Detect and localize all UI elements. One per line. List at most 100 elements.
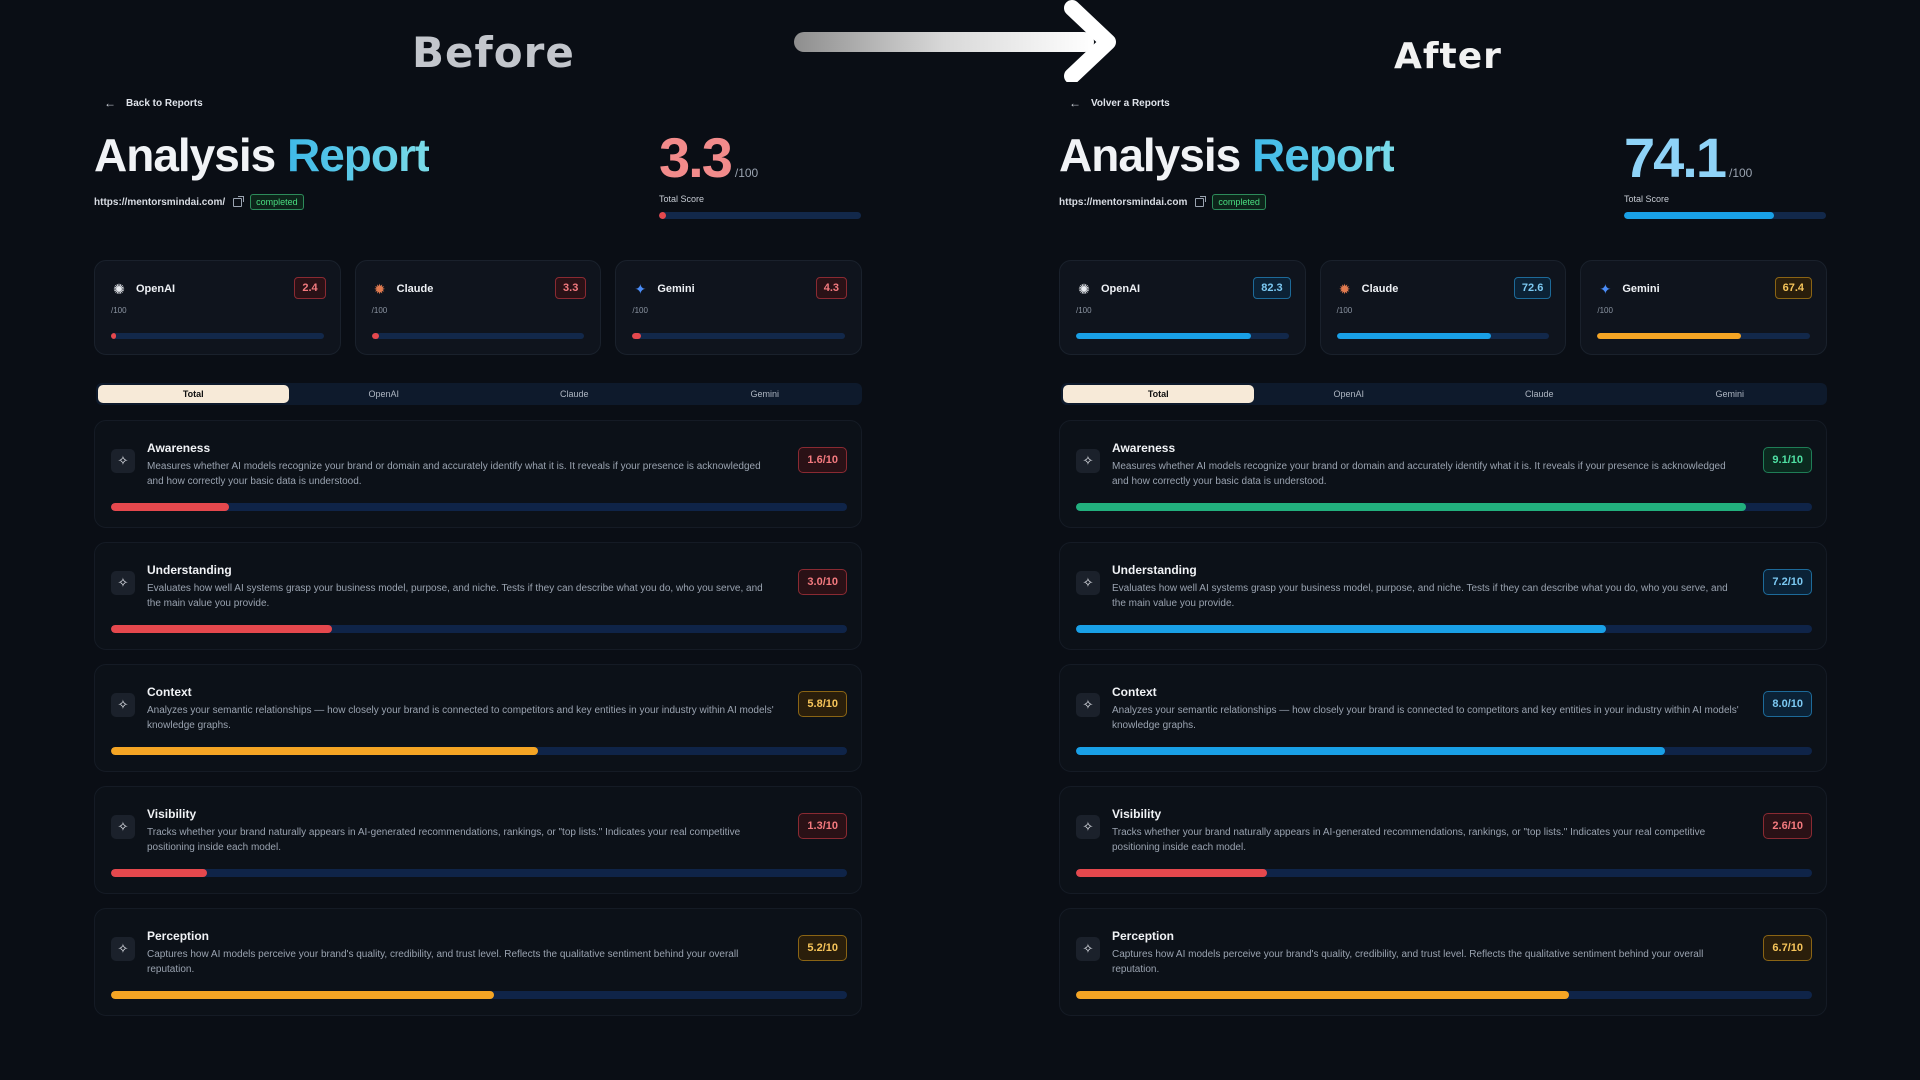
- metric-name: Understanding: [1112, 563, 1197, 577]
- external-link-icon[interactable]: [1195, 195, 1207, 207]
- metric-description: Tracks whether your brand naturally appe…: [1112, 827, 1706, 853]
- total-score: 74.1/100 Total Score: [1624, 130, 1829, 219]
- title-part-2: Report: [1252, 129, 1395, 181]
- total-score-denominator: /100: [734, 166, 759, 180]
- model-score-denominator: /100: [1597, 306, 1613, 315]
- metric-description: Measures whether AI models recognize you…: [1112, 461, 1726, 487]
- total-score-label: Total Score: [1624, 194, 1670, 204]
- sparkle-icon: ✧: [1076, 571, 1100, 595]
- external-link-icon[interactable]: [233, 195, 245, 207]
- gemini-icon: ✦: [1599, 281, 1612, 297]
- metric-score-bar-fill: [111, 747, 538, 755]
- metric-name: Awareness: [147, 441, 211, 455]
- model-score-denominator: /100: [111, 306, 127, 315]
- model-name: OpenAI: [136, 283, 176, 295]
- back-label: Volver a Reports: [1091, 97, 1170, 109]
- model-cards: ✺ OpenAI/100 82.3 ✹ Claude/100 72.6 ✦ Gemini/10…: [1059, 260, 1828, 355]
- metric-score-bar-fill: [1076, 503, 1746, 511]
- model-card-header: ✺ OpenAI: [1076, 281, 1140, 297]
- total-score-bar-fill: [659, 212, 666, 219]
- metric-description: Evaluates how well AI systems grasp your…: [1112, 583, 1728, 609]
- tab-total[interactable]: Total: [98, 385, 289, 403]
- metric-score-bar: [111, 503, 847, 511]
- tab-total[interactable]: Total: [1063, 385, 1254, 403]
- tab-openai[interactable]: OpenAI: [1333, 389, 1365, 399]
- model-card-header: ✦ Gemini: [632, 281, 694, 297]
- metric-description: Evaluates how well AI systems grasp your…: [147, 583, 763, 609]
- before-heading: Before: [412, 28, 575, 77]
- metric-card-visibility: ✧ Visibility Tracks whether your brand nat…: [94, 786, 862, 894]
- sparkle-icon: ✧: [111, 815, 135, 839]
- model-card-claude: ✹ Claude/100 3.3: [354, 260, 602, 355]
- tab-openai[interactable]: OpenAI: [368, 389, 400, 399]
- metric-card-context: ✧ Context Analyzes your semantic relations…: [1059, 664, 1827, 772]
- model-score-bar-fill: [111, 333, 117, 339]
- metric-score-bar: [1076, 503, 1812, 511]
- total-score-value: 74.1: [1624, 126, 1727, 189]
- metric-score-bar: [1076, 625, 1812, 633]
- arrow-left-icon: ←: [1069, 96, 1081, 110]
- site-url[interactable]: https://mentorsmindai.com: [1059, 196, 1188, 208]
- metric-score-bar: [111, 991, 847, 999]
- tab-gemini[interactable]: Gemini: [1715, 389, 1744, 399]
- sparkle-icon: ✧: [1076, 449, 1100, 473]
- model-name: Claude: [1361, 283, 1399, 295]
- sparkle-icon: ✧: [1076, 937, 1100, 961]
- metric-score-bar-fill: [111, 869, 207, 877]
- page-title: Analysis Report: [94, 128, 430, 182]
- metric-card-awareness: ✧ Awareness Measures whether AI models rec…: [1059, 420, 1827, 528]
- metric-score-badge: 1.6/10: [798, 447, 847, 473]
- metric-card-visibility: ✧ Visibility Tracks whether your brand nat…: [1059, 786, 1827, 894]
- openai-icon: ✺: [1078, 281, 1090, 297]
- model-score-bar: [632, 333, 846, 339]
- model-score-badge: 4.3: [815, 277, 848, 299]
- metric-description: Captures how AI models perceive your bra…: [147, 949, 739, 975]
- metric-list: ✧ Awareness Measures whether AI models rec…: [1059, 420, 1827, 1030]
- total-score: 3.3/100 Total Score: [659, 130, 864, 219]
- site-url[interactable]: https://mentorsmindai.com/: [94, 196, 226, 208]
- metric-score-badge: 5.8/10: [798, 691, 847, 717]
- metric-score-bar-fill: [1076, 991, 1570, 999]
- tab-gemini[interactable]: Gemini: [750, 389, 779, 399]
- model-score-denominator: /100: [1336, 306, 1353, 315]
- model-score-bar-fill: [1597, 333, 1741, 339]
- metric-score-badge: 3.0/10: [798, 569, 847, 595]
- openai-icon: ✺: [113, 281, 125, 297]
- metric-card-context: ✧ Context Analyzes your semantic relations…: [94, 664, 862, 772]
- metric-score-badge: 5.2/10: [798, 935, 847, 961]
- metric-score-bar: [1076, 747, 1812, 755]
- model-card-openai: ✺ OpenAI/100 2.4: [94, 260, 341, 355]
- model-name: Gemini: [1622, 283, 1660, 295]
- sparkle-icon: ✧: [111, 449, 135, 473]
- metric-name: Perception: [147, 929, 210, 943]
- back-link[interactable]: ← Back to Reports: [104, 96, 203, 110]
- metric-score-badge: 7.2/10: [1763, 569, 1812, 595]
- model-score-bar-fill: [371, 333, 379, 339]
- model-score-badge: 82.3: [1253, 277, 1291, 299]
- metric-card-perception: ✧ Perception Captures how AI models percei…: [1059, 908, 1827, 1016]
- metric-score-badge: 8.0/10: [1763, 691, 1812, 717]
- model-score-bar: [1597, 333, 1811, 339]
- metric-card-perception: ✧ Perception Captures how AI models percei…: [94, 908, 862, 1016]
- metric-description: Tracks whether your brand naturally appe…: [147, 827, 741, 853]
- tab-claude[interactable]: Claude: [559, 389, 589, 399]
- arrow-left-icon: ←: [104, 96, 116, 110]
- title-part-1: Analysis: [94, 129, 276, 181]
- back-link[interactable]: ← Volver a Reports: [1069, 96, 1170, 110]
- total-score-bar: [1624, 212, 1826, 219]
- tab-claude[interactable]: Claude: [1524, 389, 1554, 399]
- model-card-openai: ✺ OpenAI/100 82.3: [1059, 260, 1306, 355]
- model-score-bar: [371, 333, 585, 339]
- metric-score-badge: 1.3/10: [798, 813, 847, 839]
- model-score-badge: 67.4: [1774, 277, 1813, 299]
- model-card-gemini: ✦ Gemini/100 67.4: [1580, 260, 1828, 355]
- metric-description: Analyzes your semantic relationships — h…: [1112, 705, 1739, 731]
- metric-score-bar-fill: [1076, 747, 1665, 755]
- metric-score-badge: 6.7/10: [1763, 935, 1812, 961]
- metric-score-bar-fill: [1076, 869, 1268, 877]
- model-score-denominator: /100: [632, 306, 648, 315]
- model-score-denominator: /100: [371, 306, 388, 315]
- model-cards: ✺ OpenAI/100 2.4 ✹ Claude/100 3.3 ✦ Gemini/100 4…: [94, 260, 863, 355]
- metric-card-awareness: ✧ Awareness Measures whether AI models rec…: [94, 420, 862, 528]
- total-score-bar-fill: [1624, 212, 1774, 219]
